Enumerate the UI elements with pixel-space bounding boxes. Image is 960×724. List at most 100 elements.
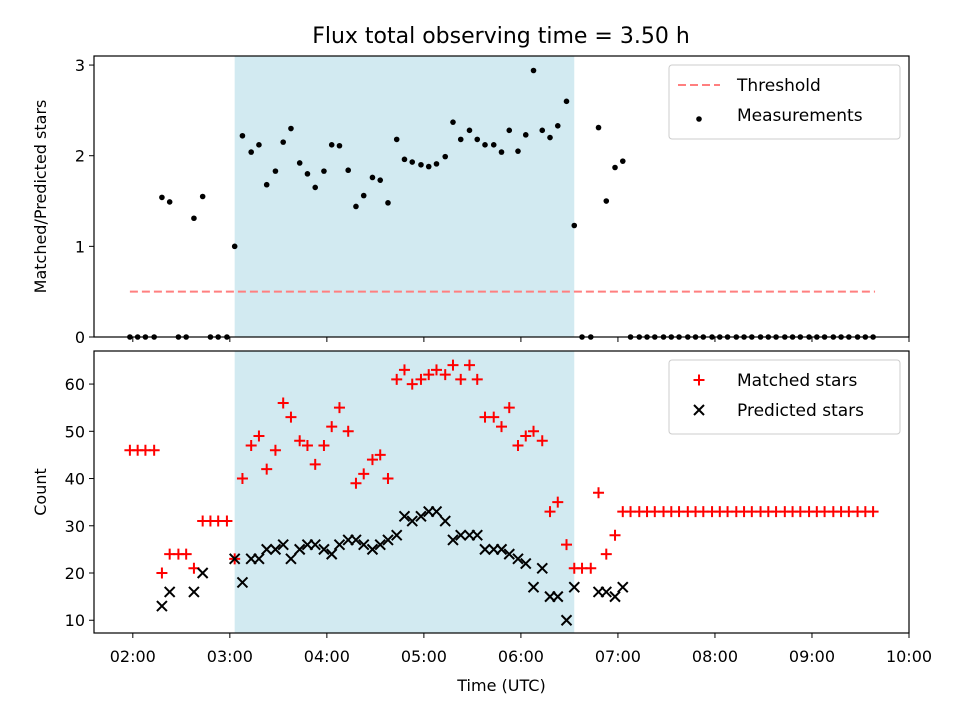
matched-stars-point: [544, 506, 556, 518]
predicted-stars-point: [391, 529, 403, 541]
predicted-stars-point: [366, 543, 379, 556]
measurement-point: [401, 156, 408, 163]
legend-predicted-swatch: [693, 404, 705, 416]
matched-stars-point: [236, 473, 248, 485]
y-tick-label: 20: [65, 564, 85, 583]
measurement-point: [393, 136, 400, 143]
y-axis-label: Count: [31, 468, 50, 516]
matched-stars-point: [488, 411, 500, 423]
measurement-point: [199, 193, 206, 200]
measurement-point: [457, 136, 464, 143]
x-tick-label: 05:00: [401, 647, 447, 666]
x-tick-label: 06:00: [498, 647, 544, 666]
predicted-stars-point: [415, 510, 427, 523]
measurement-point: [619, 158, 626, 164]
predicted-stars-point: [277, 538, 289, 551]
measurement-point: [409, 159, 416, 165]
matched-stars-point: [561, 539, 573, 551]
measurement-point: [595, 124, 602, 131]
measurement-point: [166, 199, 173, 205]
matched-stars-point: [333, 402, 345, 414]
matched-stars-point: [471, 373, 483, 385]
predicted-stars-point: [293, 543, 306, 556]
matched-stars-point: [245, 439, 257, 451]
measurement-point: [263, 181, 270, 188]
predicted-stars-point: [520, 557, 532, 570]
matched-stars-point: [221, 515, 233, 527]
legend-label: Matched stars: [737, 371, 857, 391]
matched-stars-point: [318, 439, 330, 451]
predicted-stars-point: [253, 553, 265, 565]
matched-stars-point: [609, 529, 621, 541]
matched-stars-point: [430, 364, 442, 376]
predicted-stars-point: [156, 600, 168, 612]
predicted-stars-point: [236, 576, 249, 589]
matched-stars-point: [585, 562, 597, 574]
predicted-stars-point: [447, 534, 459, 546]
y-tick-label: 40: [65, 470, 85, 489]
measurement-point: [530, 67, 537, 74]
matched-stars-point: [439, 369, 451, 381]
predicted-stars-point: [350, 534, 362, 546]
predicted-stars-point: [503, 548, 515, 560]
x-tick-label: 04:00: [304, 647, 350, 666]
bottom-panel: 10 20 30 40 50 60 Count Matched stars Predicted …: [31, 350, 932, 695]
x-axis-label: Time (UTC): [456, 676, 545, 695]
observing-interval-shade: [234, 351, 575, 633]
legend-box: [668, 64, 901, 140]
measurement-point: [191, 215, 197, 222]
x-tick-label: 08:00: [692, 647, 738, 666]
measurement-point: [425, 163, 432, 170]
measurement-point: [369, 174, 376, 181]
matched-stars-point: [423, 369, 435, 381]
measurement-point: [603, 198, 610, 204]
measurement-point: [498, 149, 505, 155]
predicted-stars-point: [527, 581, 540, 593]
measurement-point: [304, 171, 311, 177]
measurement-point: [353, 203, 359, 210]
measurement-point: [482, 142, 488, 148]
measurement-point: [321, 168, 327, 174]
matched-stars-point: [156, 567, 168, 579]
matched-stars-point: [350, 477, 362, 489]
legend-measurement-swatch: [696, 116, 702, 122]
measurement-point: [377, 177, 384, 183]
matched-stars-point: [520, 430, 532, 442]
matched-stars-point: [463, 359, 475, 371]
measurement-point: [571, 222, 578, 229]
measurement-point: [506, 127, 513, 134]
predicted-stars-point: [568, 581, 580, 593]
y-tick-label: 1: [75, 237, 85, 256]
predicted-stars-point: [552, 590, 564, 603]
x-tick-label: 03:00: [207, 647, 253, 666]
measurement-point: [554, 122, 561, 129]
matched-stars-point: [253, 430, 265, 442]
measurement-point: [490, 142, 497, 148]
predicted-stars-point: [374, 538, 386, 551]
y-axis-label: Matched/Predicted stars: [31, 100, 50, 294]
matched-stars-point: [358, 468, 370, 480]
y-tick-label: 3: [75, 56, 85, 75]
x-tick-label: 09:00: [789, 647, 835, 666]
matched-stars-point: [406, 378, 418, 390]
predicted-stars-point: [382, 534, 394, 546]
matched-stars-point: [294, 435, 306, 447]
predicted-stars-point: [333, 538, 346, 551]
measurement-point: [385, 200, 391, 206]
measurement-point: [280, 139, 286, 145]
measurement-point: [288, 125, 294, 132]
matched-stars-point: [301, 439, 313, 451]
measurement-point: [328, 142, 335, 148]
predicted-stars-point: [600, 586, 612, 598]
measurement-point: [563, 98, 570, 105]
matched-stars-point: [496, 421, 507, 433]
matched-stars-point: [277, 397, 289, 409]
observing-interval-shade: [234, 56, 575, 337]
matched-stars-point: [552, 496, 564, 508]
chart-title: Flux total observing time = 3.50 h: [312, 24, 690, 49]
legend: Matched stars Predicted stars: [668, 359, 901, 435]
y-tick-label: 30: [65, 517, 85, 536]
matched-stars-point: [366, 454, 378, 466]
predicted-stars-point: [406, 515, 418, 527]
legend-box: [668, 359, 901, 435]
